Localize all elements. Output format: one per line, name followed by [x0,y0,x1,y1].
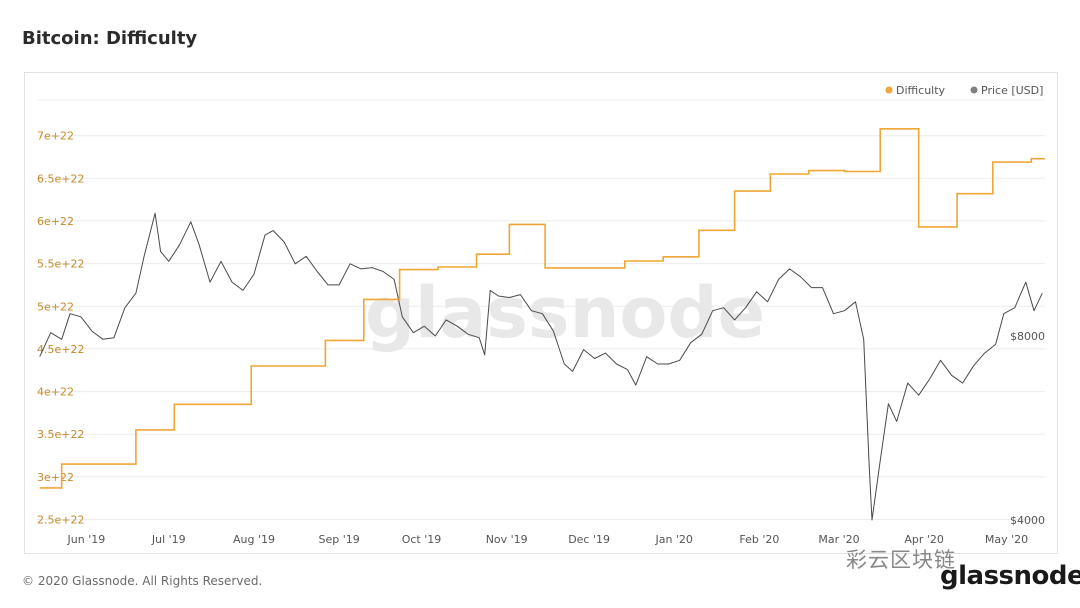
series-line-difficulty [39,128,1045,489]
x-tick-label: Mar '20 [818,533,859,546]
x-tick-label: Jun '19 [67,533,106,546]
x-tick-label: Feb '20 [739,533,779,546]
y-tick-label: 6e+22 [37,215,74,228]
y-tick-label: 3.5e+22 [37,428,84,441]
watermark-center: glassnode [365,272,765,354]
x-tick-label: Dec '19 [568,533,610,546]
legend-label-difficulty: Difficulty [896,84,946,97]
series-layer [39,128,1045,521]
legend: Difficulty Price [USD] [885,84,1043,97]
x-tick-label: May '20 [985,533,1028,546]
legend-dot-difficulty [885,86,893,94]
copyright: © 2020 Glassnode. All Rights Reserved. [22,574,263,588]
x-tick-label: Oct '19 [402,533,442,546]
x-tick-label: Nov '19 [486,533,528,546]
legend-dot-price [970,86,978,94]
x-tick-label: Aug '19 [233,533,275,546]
x-tick-label: Jul '19 [151,533,186,546]
y-tick-label: 3e+22 [37,471,74,484]
series-line-price [39,212,1043,521]
y-tick-label: 5e+22 [37,300,74,313]
difficulty-chart[interactable]: glassnode 2.5e+22 3e+22 3.5e+22 4e+22 4.5e+2… [25,73,1057,553]
watermark-social: 彩云区块链 [846,548,956,572]
y2-tick-label: $8000 [1010,330,1045,343]
x-tick-label: Apr '20 [904,533,944,546]
y-tick-label: 2.5e+22 [37,514,84,527]
y-tick-label: 6.5e+22 [37,172,84,185]
y-tick-label: 5.5e+22 [37,258,84,271]
chart-title: Bitcoin: Difficulty [22,28,198,49]
y-tick-label: 7e+22 [37,130,74,143]
y-axis-left: 2.5e+22 3e+22 3.5e+22 4e+22 4.5e+22 5e+22 5.5e… [37,130,84,527]
legend-label-price: Price [USD] [981,84,1043,97]
brand-logo: glassnode [940,561,1080,591]
x-axis: Jun '19 Jul '19 Aug '19 Sep '19 Oct '19 Nov '… [67,533,1029,546]
y2-tick-label: $4000 [1010,514,1045,527]
y-tick-label: 4.5e+22 [37,343,84,356]
y-axis-right: $4000 $8000 [1010,330,1045,527]
chart-panel: glassnode 2.5e+22 3e+22 3.5e+22 4e+22 4.5e+2… [24,72,1058,554]
y-tick-label: 4e+22 [37,386,74,399]
x-tick-label: Sep '19 [318,533,359,546]
x-tick-label: Jan '20 [654,533,692,546]
